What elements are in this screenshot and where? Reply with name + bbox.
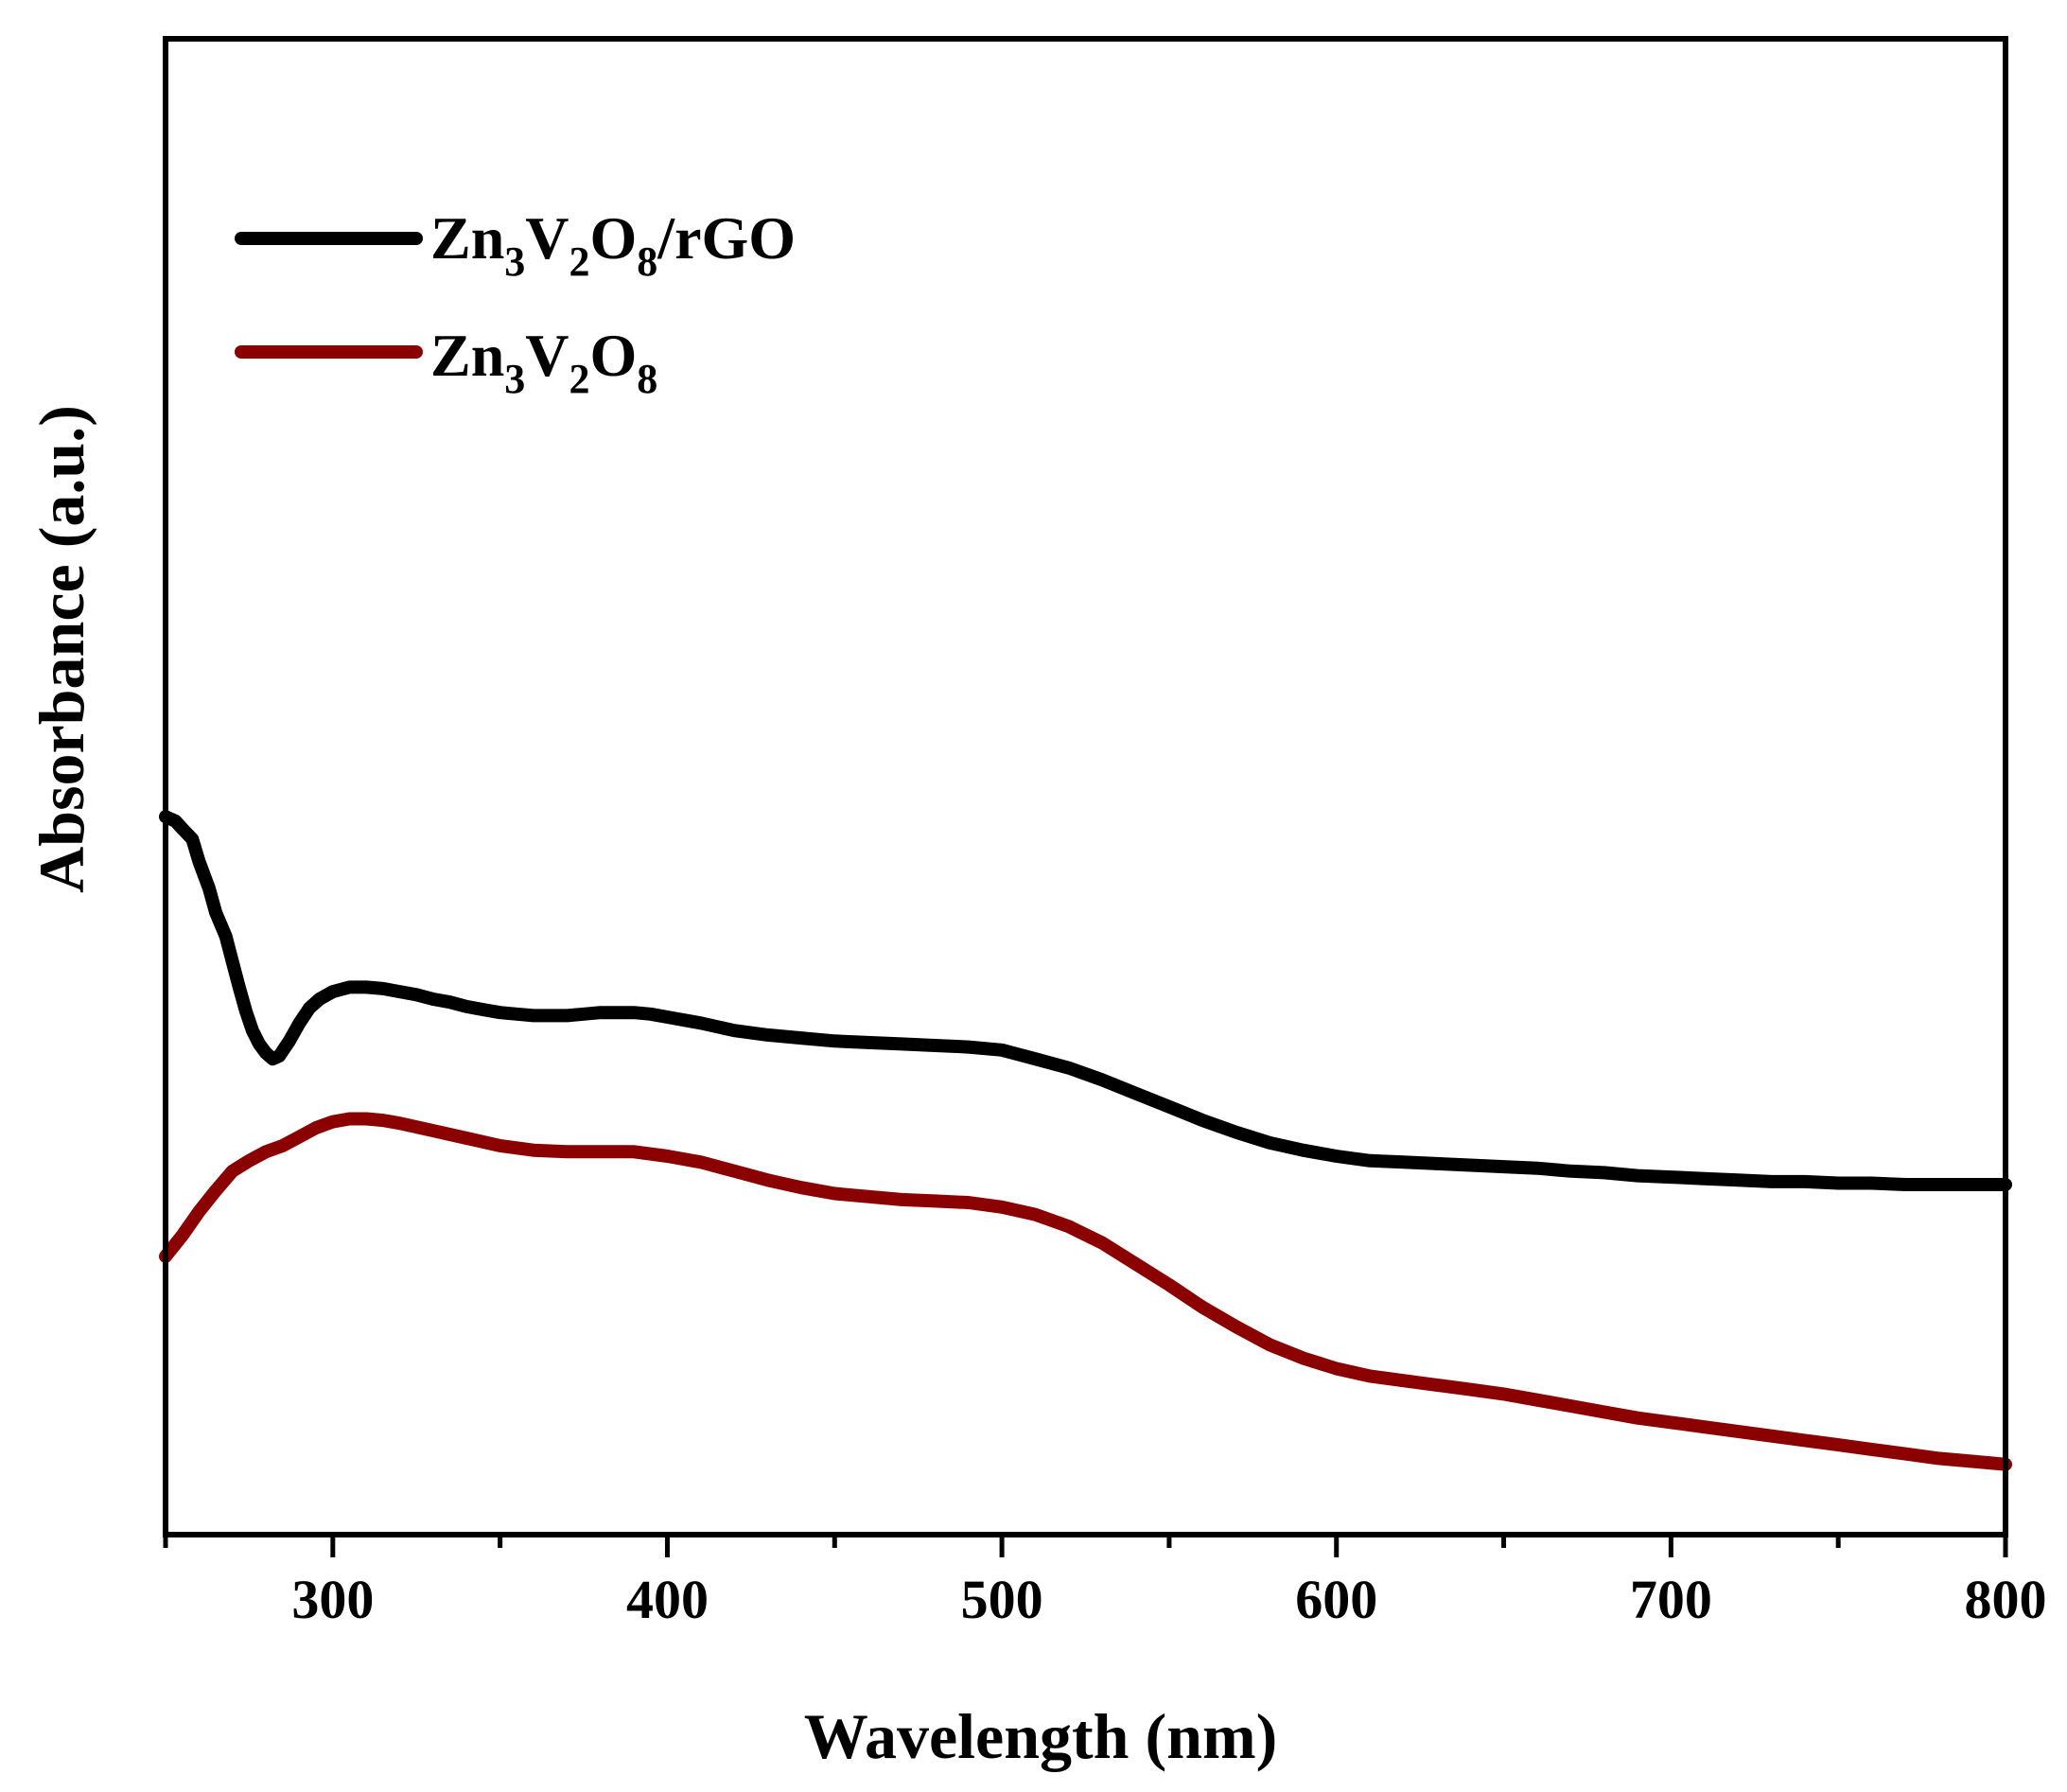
plot-frame [163,36,2008,1537]
y-axis-title: Absorbance (a.u.) [26,405,97,893]
x-tick-label: 800 [1965,1569,2047,1630]
legend-label-rgo: Zn3V2O8/rGO [430,204,796,285]
x-axis-title: Wavelength (nm) [804,1700,1278,1772]
series-line-1 [159,1112,2012,1471]
series-layer [159,810,2012,1471]
legend-label-znvo: Zn3V2O8 [430,322,657,402]
x-tick-label: 600 [1295,1569,1377,1630]
x-tick-label: 300 [291,1569,374,1630]
x-tick-label: 500 [961,1569,1043,1630]
x-tick-label: 400 [626,1569,709,1630]
series-line-0 [159,810,2012,1191]
x-axis-ticks: 300 400 500 600 700 800 [163,1535,2047,1630]
legend: Zn3V2O8/rGO Zn3V2O8 [235,204,796,402]
x-tick-label: 700 [1630,1569,1712,1630]
